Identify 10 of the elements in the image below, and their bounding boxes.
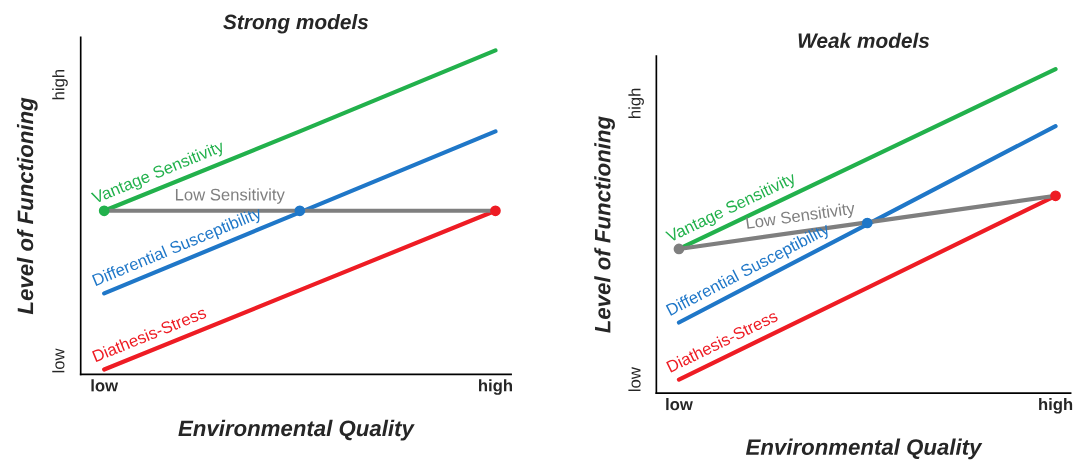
series-label: Low Sensitivity xyxy=(175,188,285,204)
text: low xyxy=(52,348,65,373)
chart-title: Weak models xyxy=(798,32,930,49)
text: high xyxy=(52,69,68,100)
x-axis-title: Environmental Quality xyxy=(178,419,415,441)
chart-title: Strong models xyxy=(223,14,369,34)
x-axis-title: Environmental Quality xyxy=(745,438,983,460)
text: high xyxy=(628,88,644,118)
y-axis-title: Level of Functioning xyxy=(16,97,38,315)
y-axis-title: Level of Functioning xyxy=(594,116,615,333)
